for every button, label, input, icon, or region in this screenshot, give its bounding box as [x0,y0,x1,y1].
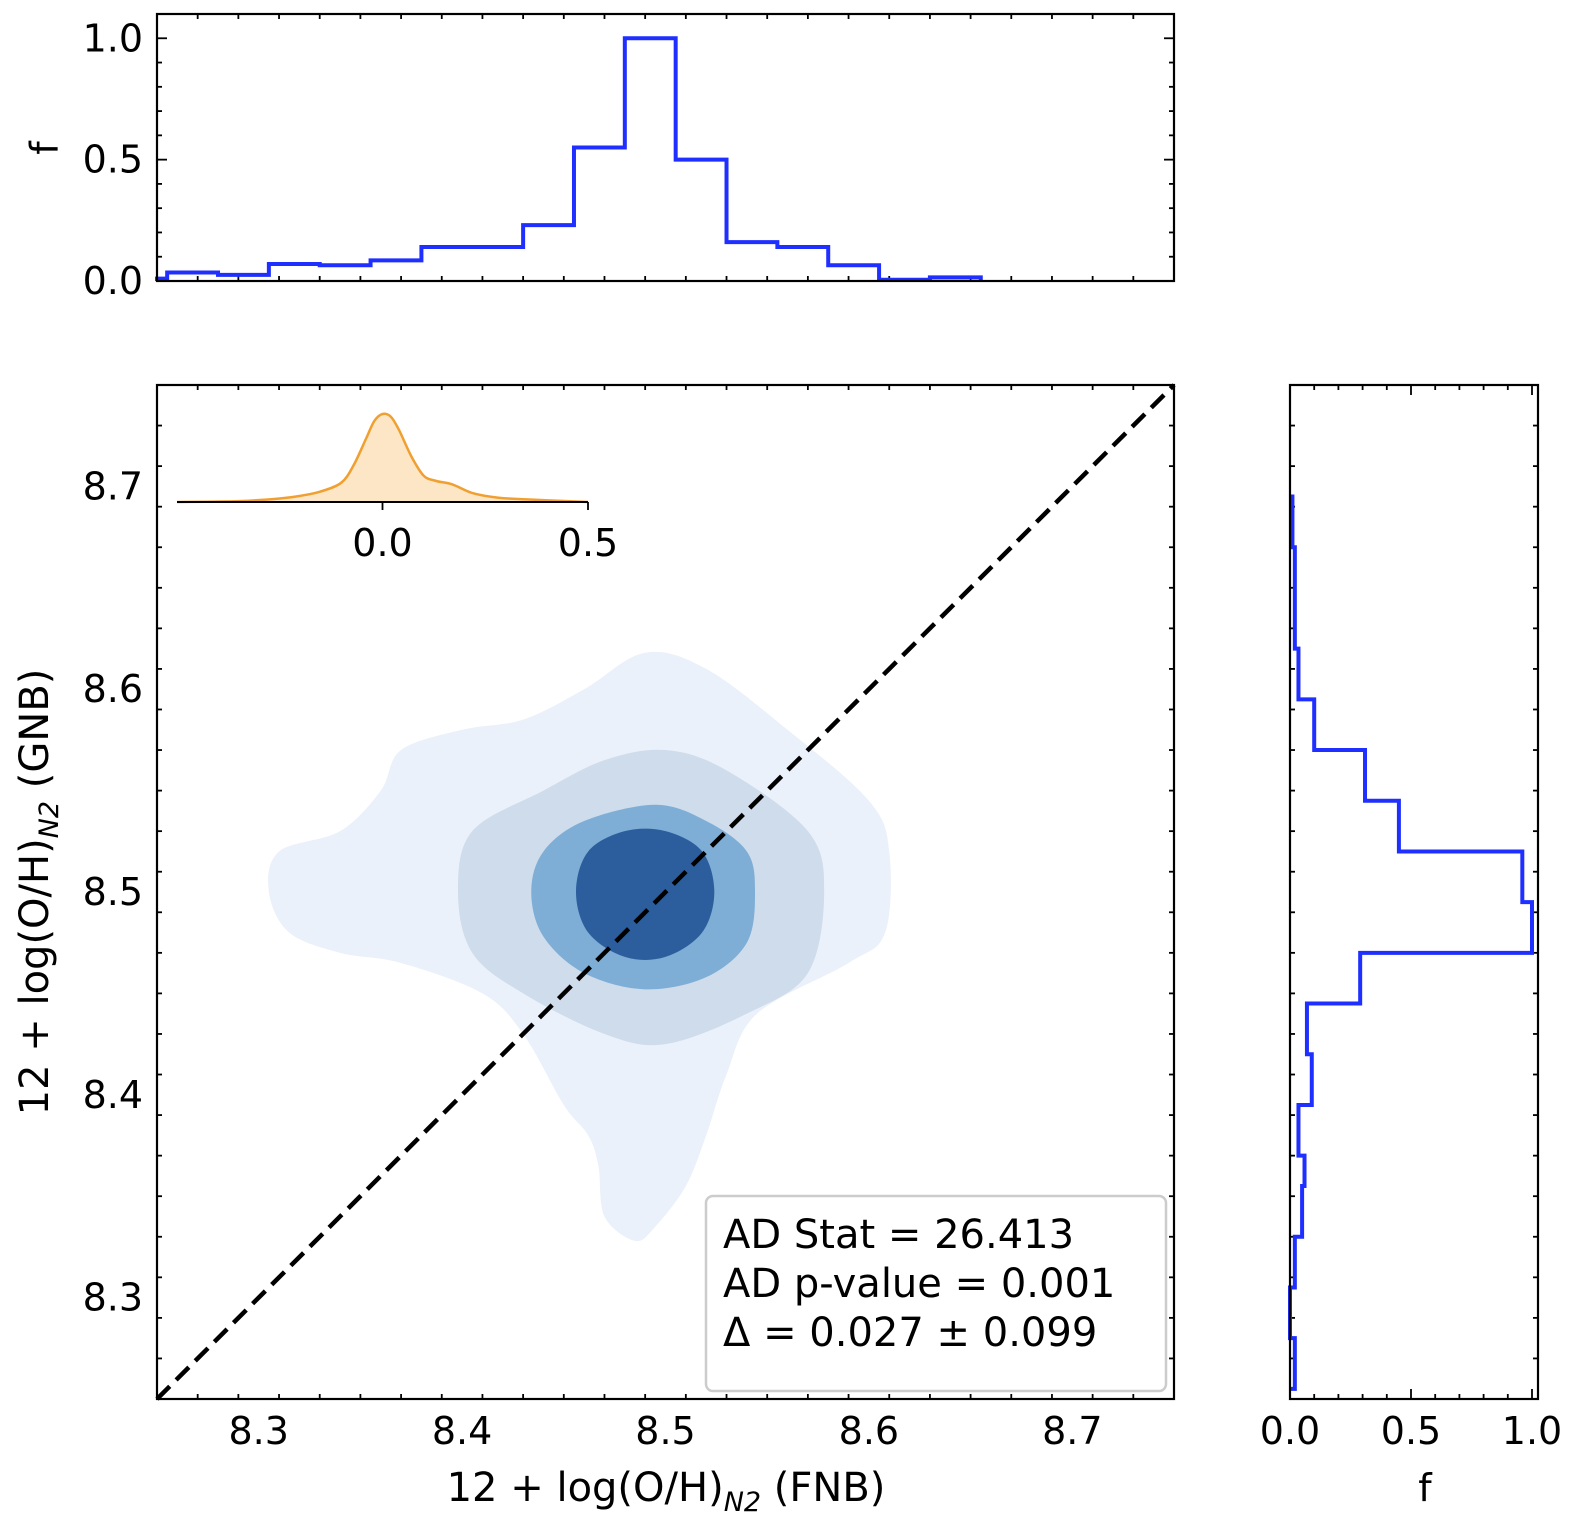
right-x-tick-labels: 0.0 0.5 1.0 [1260,1409,1562,1453]
main-x-axis-label: 12 + log(O/H)N2 (FNB) [447,1465,886,1518]
top-y-axis-label: f [23,140,67,155]
main-y-tick-label: 8.7 [83,464,143,508]
main-y-axis-label: 12 + log(O/H)N2 (GNB) [12,669,65,1116]
main-x-tick-labels: 8.3 8.4 8.5 8.6 8.7 [228,1409,1102,1453]
right-x-tick-label: 0.0 [1260,1409,1320,1453]
inset-kde: 0.0 0.5 [176,412,618,565]
main-panel: 8.3 8.4 8.5 8.6 8.7 8.3 8.4 8.5 8.6 8.7 0.0 0.5 A… [12,383,1176,1518]
top-y-tick-label: 0.0 [83,259,143,303]
main-y-tick-label: 8.3 [83,1276,143,1320]
right-x-axis-label: f [1418,1466,1433,1510]
right-histogram-panel: 0.0 0.5 1.0 f [1260,383,1562,1510]
main-x-label-main: 12 + log(O/H) [447,1465,724,1511]
top-y-tick-label: 0.5 [83,138,143,182]
inset-kde-fill [177,413,588,502]
top-axes-frame [155,12,1176,283]
ad-stat-text: AD Stat = 26.413 [723,1212,1074,1258]
main-x-label-sub: N2 [724,1487,761,1518]
main-x-tick-label: 8.5 [635,1409,695,1453]
inset-tick-label: 0.0 [352,521,412,565]
main-x-tick-label: 8.6 [839,1409,899,1453]
right-x-tick-label: 0.5 [1381,1409,1441,1453]
top-y-tick-labels: 0.0 0.5 1.0 [83,16,143,303]
main-y-label-main: 12 + log(O/H) [12,838,58,1115]
right-x-tick-label: 1.0 [1502,1409,1562,1453]
main-x-tick-label: 8.4 [432,1409,492,1453]
main-x-tick-label: 8.3 [228,1409,288,1453]
stats-legend-box: AD Stat = 26.413 AD p-value = 0.001 Δ = … [704,1194,1168,1393]
inset-kde-line [176,412,589,504]
main-y-tick-label: 8.4 [83,1073,143,1117]
inset-tick-labels: 0.0 0.5 [352,521,618,565]
inset-tick-marks [381,502,589,510]
top-y-tick-label: 1.0 [83,16,143,60]
delta-text: Δ = 0.027 ± 0.099 [723,1310,1097,1356]
inset-tick-label: 0.5 [558,521,618,565]
right-tick-marks [1289,384,1538,1400]
main-x-tick-label: 8.7 [1042,1409,1102,1453]
main-y-label-suffix: (GNB) [12,669,58,801]
top-histogram-panel: 0.0 0.5 1.0 f [23,12,1176,303]
main-y-tick-label: 8.6 [83,667,143,711]
kde-contour-level-4 [576,828,715,960]
main-axes-frame [155,383,1176,1401]
main-y-tick-labels: 8.3 8.4 8.5 8.6 8.7 [83,464,143,1319]
ad-pvalue-text: AD p-value = 0.001 [723,1261,1115,1307]
main-y-tick-label: 8.5 [83,870,143,914]
top-tick-marks [156,13,1175,282]
stats-box-frame [704,1194,1168,1393]
kde-contours [268,651,891,1242]
main-y-label-sub: N2 [34,801,65,838]
top-histogram-line [155,36,983,282]
main-x-label-suffix: (FNB) [761,1465,885,1511]
one-to-one-line [155,383,1176,1401]
right-histogram-line [1288,494,1534,1391]
right-axes-frame [1288,383,1540,1401]
